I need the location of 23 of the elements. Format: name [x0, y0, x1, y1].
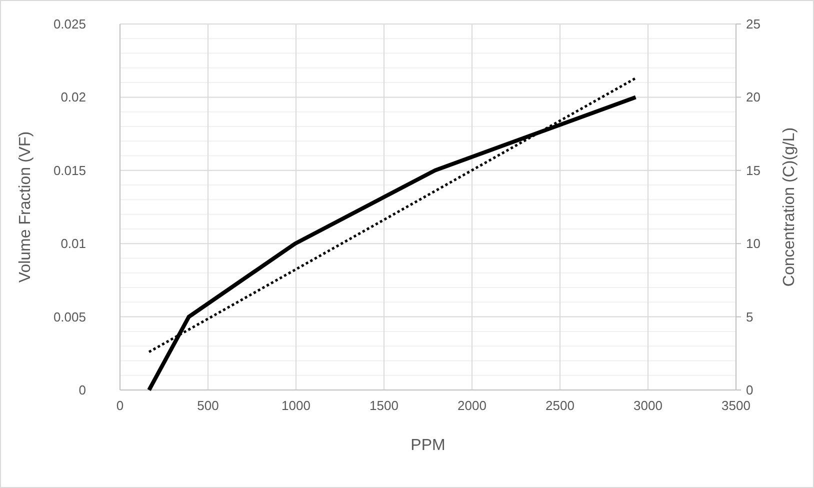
y-tick-label: 0.005	[53, 309, 86, 324]
x-tick-label: 500	[197, 398, 219, 413]
x-tick-label: 3500	[722, 398, 750, 413]
x-tick-label: 1500	[370, 398, 398, 413]
y2-tick-label: 10	[746, 236, 760, 252]
y2-tick-label: 15	[746, 162, 760, 178]
x-tick-label: 3000	[634, 398, 662, 413]
y2-tick-label: 5	[746, 309, 754, 324]
x-tick-label: 0	[116, 398, 124, 413]
x-tick-label: 2000	[458, 398, 486, 413]
y-tick-label: 0.02	[60, 90, 86, 105]
y-tick-label: 0.01	[60, 236, 86, 252]
y-tick-label: 0.025	[53, 16, 86, 32]
y-tick-label: 0.015	[53, 162, 86, 178]
y2-tick-label: 0	[746, 382, 754, 398]
y2-axis-title: Concentration (C)(g/L)	[781, 127, 798, 287]
y2-tick-label: 20	[746, 90, 760, 105]
y2-tick-label: 25	[746, 16, 760, 32]
x-tick-label: 1000	[282, 398, 310, 413]
x-axis-title: PPM	[410, 437, 446, 454]
y-tick-label: 0	[78, 382, 86, 398]
y-axis-title: Volume Fraction (VF)	[17, 131, 34, 283]
x-tick-label: 2500	[546, 398, 574, 413]
